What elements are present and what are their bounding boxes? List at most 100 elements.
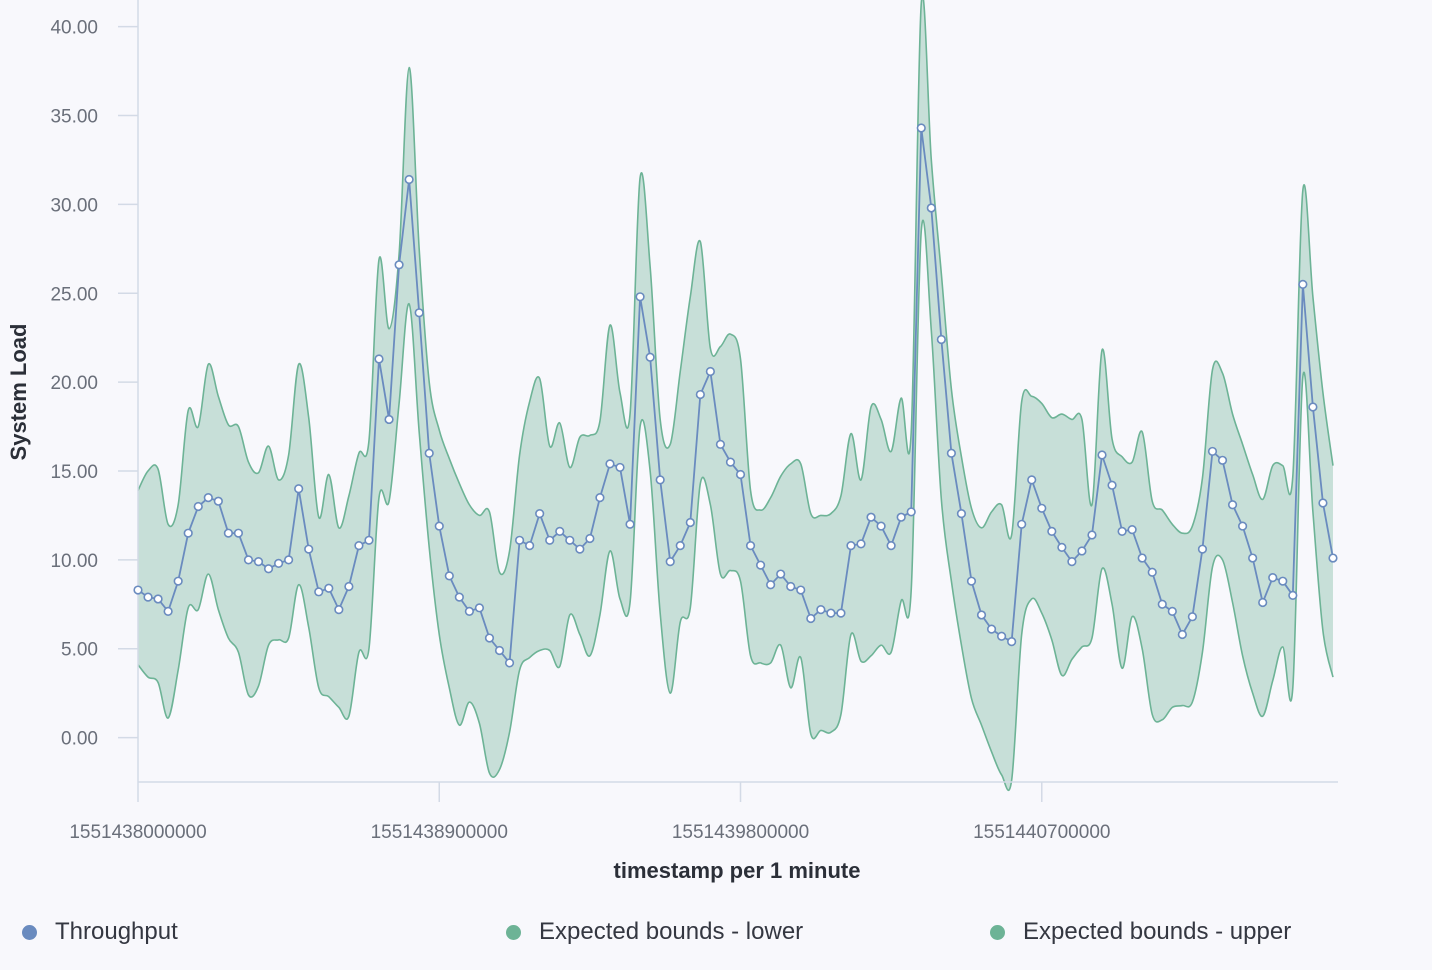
- throughput-point[interactable]: [514, 535, 525, 545]
- throughput-point[interactable]: [294, 484, 304, 494]
- throughput-point[interactable]: [956, 509, 967, 519]
- throughput-point[interactable]: [414, 308, 424, 318]
- throughput-point[interactable]: [1298, 279, 1308, 289]
- throughput-point[interactable]: [183, 528, 193, 538]
- throughput-point[interactable]: [1258, 597, 1268, 608]
- throughput-point[interactable]: [324, 583, 334, 593]
- throughput-point[interactable]: [635, 292, 645, 302]
- throughput-point[interactable]: [675, 541, 685, 551]
- throughput-point[interactable]: [203, 493, 213, 503]
- throughput-point[interactable]: [1318, 498, 1328, 508]
- throughput-point[interactable]: [504, 658, 515, 668]
- throughput-point[interactable]: [394, 260, 404, 270]
- legend-item-bounds-lower[interactable]: Expected bounds - lower: [506, 918, 803, 946]
- throughput-point[interactable]: [796, 585, 806, 595]
- throughput-point[interactable]: [986, 624, 997, 634]
- throughput-point[interactable]: [484, 633, 495, 643]
- throughput-point[interactable]: [755, 560, 766, 570]
- throughput-point[interactable]: [384, 414, 394, 425]
- throughput-point[interactable]: [1288, 590, 1298, 600]
- throughput-point[interactable]: [1278, 576, 1288, 586]
- throughput-point[interactable]: [1027, 475, 1037, 485]
- throughput-point[interactable]: [655, 475, 665, 485]
- throughput-point[interactable]: [1207, 446, 1218, 457]
- throughput-point[interactable]: [1077, 546, 1087, 556]
- throughput-point[interactable]: [193, 501, 203, 512]
- throughput-point[interactable]: [916, 123, 926, 133]
- throughput-point[interactable]: [816, 604, 826, 615]
- throughput-point[interactable]: [665, 557, 675, 567]
- throughput-point[interactable]: [424, 448, 434, 458]
- throughput-point[interactable]: [1107, 480, 1117, 490]
- throughput-point[interactable]: [1217, 455, 1228, 465]
- throughput-point[interactable]: [284, 555, 294, 565]
- throughput-point[interactable]: [1328, 553, 1338, 563]
- throughput-point[interactable]: [906, 507, 916, 517]
- throughput-point[interactable]: [826, 608, 836, 618]
- legend-item-throughput[interactable]: Throughput: [22, 918, 178, 946]
- throughput-point[interactable]: [253, 557, 264, 567]
- throughput-point[interactable]: [143, 592, 153, 602]
- throughput-point[interactable]: [836, 608, 846, 618]
- throughput-point[interactable]: [173, 576, 183, 586]
- throughput-point[interactable]: [876, 521, 886, 531]
- throughput-point[interactable]: [535, 509, 545, 519]
- throughput-point[interactable]: [946, 448, 956, 458]
- throughput-point[interactable]: [1167, 606, 1177, 616]
- throughput-point[interactable]: [153, 594, 163, 604]
- throughput-point[interactable]: [133, 585, 143, 595]
- throughput-point[interactable]: [575, 544, 585, 554]
- throughput-point[interactable]: [1017, 519, 1027, 529]
- throughput-point[interactable]: [766, 580, 776, 590]
- throughput-point[interactable]: [1237, 521, 1248, 531]
- throughput-point[interactable]: [625, 519, 635, 529]
- throughput-point[interactable]: [1227, 500, 1238, 510]
- throughput-point[interactable]: [565, 535, 575, 545]
- throughput-point[interactable]: [896, 512, 906, 522]
- throughput-point[interactable]: [1248, 553, 1258, 563]
- throughput-point[interactable]: [776, 569, 786, 579]
- throughput-point[interactable]: [314, 587, 324, 597]
- throughput-point[interactable]: [263, 564, 274, 574]
- throughput-point[interactable]: [273, 558, 284, 569]
- throughput-point[interactable]: [1087, 530, 1097, 540]
- throughput-point[interactable]: [806, 613, 816, 624]
- throughput-point[interactable]: [936, 334, 946, 345]
- throughput-point[interactable]: [364, 535, 374, 545]
- throughput-point[interactable]: [1137, 553, 1147, 563]
- throughput-point[interactable]: [1197, 544, 1208, 554]
- throughput-point[interactable]: [735, 469, 746, 480]
- throughput-point[interactable]: [856, 539, 866, 549]
- throughput-point[interactable]: [1308, 402, 1318, 412]
- throughput-point[interactable]: [585, 533, 595, 544]
- throughput-point[interactable]: [695, 389, 705, 400]
- throughput-point[interactable]: [1047, 526, 1057, 537]
- throughput-point[interactable]: [213, 496, 223, 506]
- throughput-point[interactable]: [605, 459, 615, 469]
- throughput-point[interactable]: [725, 457, 736, 467]
- throughput-point[interactable]: [685, 517, 695, 528]
- throughput-point[interactable]: [1097, 450, 1107, 460]
- throughput-point[interactable]: [374, 354, 384, 364]
- throughput-point[interactable]: [1127, 525, 1137, 535]
- throughput-point[interactable]: [846, 541, 856, 551]
- throughput-point[interactable]: [494, 645, 505, 656]
- throughput-point[interactable]: [976, 610, 987, 620]
- throughput-point[interactable]: [444, 571, 454, 581]
- throughput-point[interactable]: [786, 581, 796, 592]
- throughput-point[interactable]: [334, 604, 344, 615]
- throughput-point[interactable]: [344, 581, 354, 592]
- throughput-point[interactable]: [1057, 542, 1067, 553]
- throughput-point[interactable]: [243, 555, 254, 565]
- throughput-point[interactable]: [926, 203, 936, 213]
- throughput-point[interactable]: [705, 366, 715, 377]
- throughput-point[interactable]: [163, 606, 173, 616]
- throughput-point[interactable]: [1268, 573, 1278, 583]
- throughput-point[interactable]: [555, 526, 565, 537]
- throughput-point[interactable]: [1187, 612, 1197, 622]
- throughput-point[interactable]: [404, 174, 414, 185]
- throughput-point[interactable]: [304, 544, 314, 554]
- throughput-point[interactable]: [1157, 599, 1167, 609]
- legend-item-bounds-upper[interactable]: Expected bounds - upper: [990, 918, 1291, 946]
- throughput-point[interactable]: [966, 576, 977, 586]
